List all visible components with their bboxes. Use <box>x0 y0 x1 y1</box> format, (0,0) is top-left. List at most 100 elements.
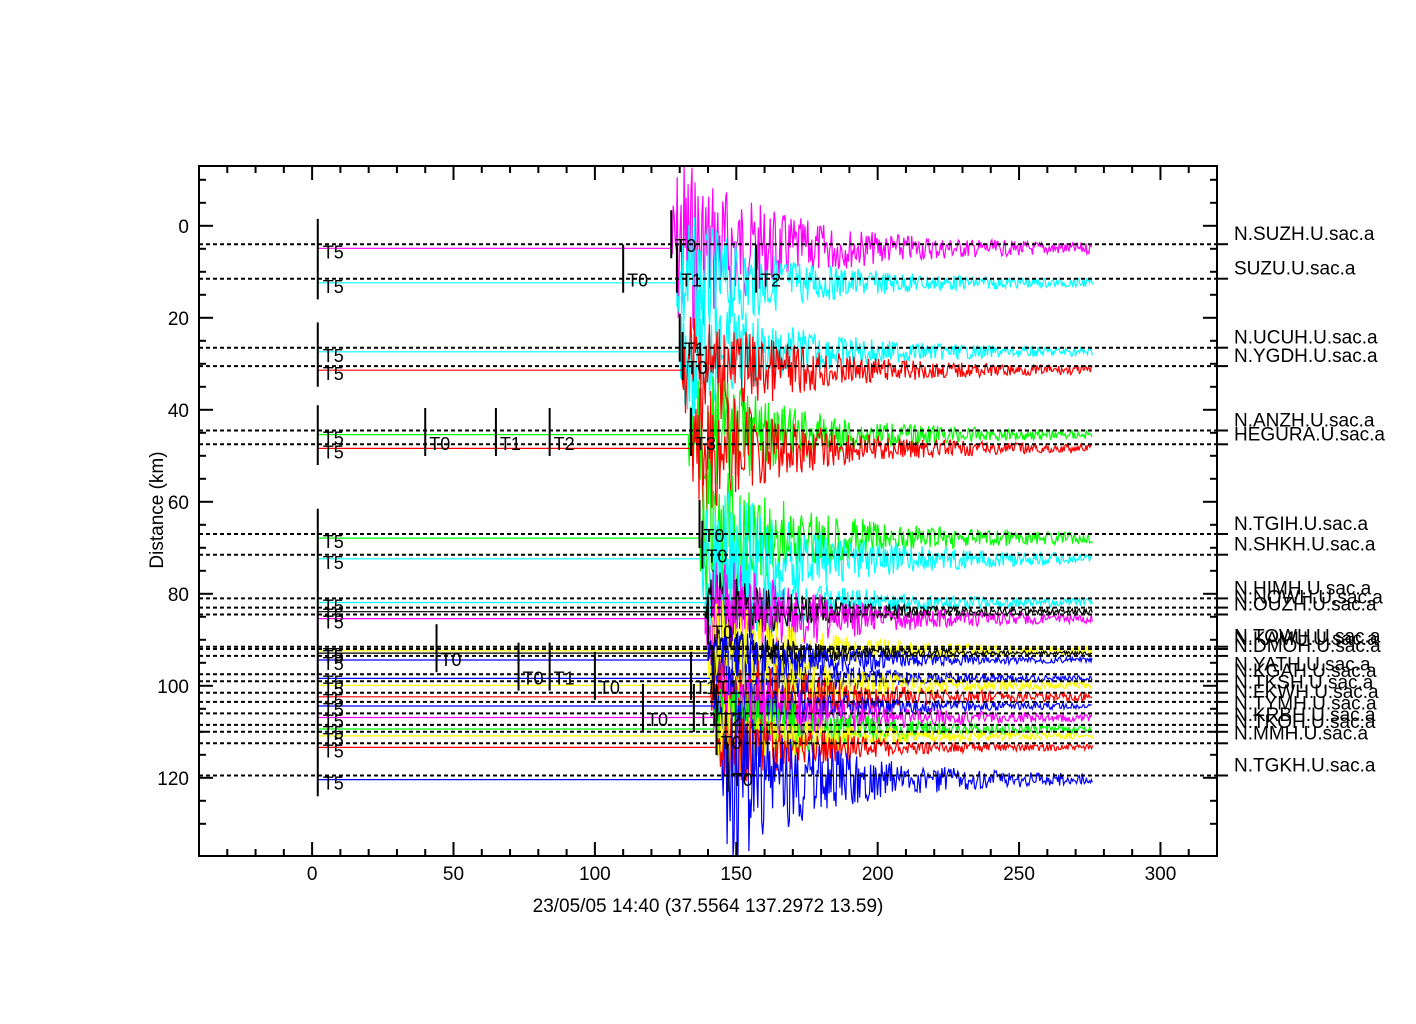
origin-pick-label: T5 <box>323 741 344 761</box>
x-axis-title: 23/05/05 14:40 (37.5564 137.2972 13.59) <box>533 896 884 917</box>
station-label: N.UCUH.U.sac.a <box>1234 328 1378 349</box>
station-label: N.TKOH.U.sac.a <box>1234 712 1376 733</box>
phase-pick-label: T1 <box>718 678 739 698</box>
station-label: N.TOWH.U.sac.a <box>1234 627 1381 648</box>
x-tick-label: 300 <box>1145 864 1177 885</box>
waveform-trace <box>317 491 1093 639</box>
station-label: N.KRBH.U.sac.a <box>1234 705 1376 726</box>
station-label: N.MMH.U.sac.a <box>1234 723 1369 744</box>
waveform-trace <box>317 217 1094 346</box>
station-label: N.NOWH.U.sac.a <box>1234 588 1383 609</box>
origin-pick-label: T5 <box>323 606 344 626</box>
phase-pick-label: T0 <box>704 526 725 546</box>
origin-pick-label: T5 <box>323 700 344 720</box>
origin-pick-label: T5 <box>323 774 344 794</box>
y-axis-title: Distance (km) <box>147 451 168 568</box>
station-label: N.ANZH.U.sac.a <box>1234 411 1375 432</box>
station-label: N.OUZH.U.sac.a <box>1234 595 1377 616</box>
station-label: HEGURA.U.sac.a <box>1234 424 1385 445</box>
station-label: N.HIMH.U.sac.a <box>1234 578 1372 599</box>
x-tick-label: 150 <box>720 864 752 885</box>
phase-pick-label: T1 <box>698 710 719 730</box>
waveform-trace <box>317 629 1093 678</box>
origin-pick-label: T5 <box>323 346 344 366</box>
axes-layer: 0 50 100 150 200 250 300 0 20 40 60 80 100 120 <box>157 166 1228 885</box>
station-label: N.TGIH.U.sac.a <box>1234 514 1369 535</box>
station-label: N.YGDH.U.sac.a <box>1234 346 1378 367</box>
phase-pick-label: T0 <box>429 434 450 454</box>
phase-pick-label: T0 <box>732 770 753 790</box>
phase-pick-label: T0 <box>675 236 696 256</box>
waveform-trace <box>317 695 1094 774</box>
x-tick-label: 0 <box>307 864 318 885</box>
phase-pick-label: T1 <box>681 271 702 291</box>
station-label: N.FKWH.U.sac.a <box>1234 682 1379 703</box>
origin-pick-label: T5 <box>323 553 344 573</box>
traces-layer <box>317 165 1094 857</box>
phase-pick-label: T0 <box>720 733 741 753</box>
phase-pick-label: T0 <box>599 678 620 698</box>
station-label: N.TGKH.U.sac.a <box>1234 756 1376 777</box>
phase-pick-label: T0 <box>706 547 727 567</box>
phase-pick-label: T3 <box>695 434 716 454</box>
y-tick-label: 20 <box>168 309 189 330</box>
phase-pick-label: T0 <box>647 710 668 730</box>
y-tick-label: 120 <box>157 769 189 790</box>
phase-pick-label: T1 <box>684 340 705 360</box>
x-tick-label: 200 <box>862 864 894 885</box>
origin-pick-label: T5 <box>323 429 344 449</box>
origin-pick-label: T5 <box>323 712 344 732</box>
picks-layer: T5T5T5T5T5T5T5T5T5T5T5T5T5T5T5T5T5T5T5T5… <box>316 210 781 797</box>
phase-pick-label: T0 <box>687 358 708 378</box>
phase-pick-label: T0 <box>441 650 462 670</box>
origin-pick-label: T5 <box>323 442 344 462</box>
origin-pick-label: T5 <box>323 277 344 297</box>
phase-pick-label: T2 <box>554 434 575 454</box>
y-tick-label: 40 <box>168 401 189 422</box>
y-tick-label: 60 <box>168 493 189 514</box>
x-tick-label: 50 <box>443 864 464 885</box>
origin-pick-label: T5 <box>323 730 344 750</box>
y-tick-label: 100 <box>157 677 189 698</box>
phase-pick-label: T2 <box>760 271 781 291</box>
origin-pick-label: T5 <box>323 532 344 552</box>
origin-pick-label: T5 <box>323 723 344 743</box>
origin-pick-label: T5 <box>323 647 344 667</box>
phase-pick-label: T2 <box>720 710 741 730</box>
origin-pick-label: T5 <box>323 613 344 633</box>
x-tick-label: 250 <box>1003 864 1035 885</box>
waveform-trace <box>317 710 1094 782</box>
origin-pick-label: T5 <box>323 364 344 384</box>
baselines-layer <box>199 243 1217 777</box>
phase-pick-label: T0 <box>523 669 544 689</box>
origin-pick-label: T5 <box>323 645 344 665</box>
waveform-trace <box>317 376 1093 485</box>
waveform-trace <box>317 569 1093 654</box>
station-label: SUZU.U.sac.a <box>1234 259 1356 280</box>
origin-pick-label: T5 <box>323 679 344 699</box>
waveform-trace <box>317 697 1093 857</box>
station-labels-layer: N.SUZH.U.sac.a SUZU.U.sac.a N.UCUH.U.sac.a… <box>1234 224 1385 776</box>
station-label: N.DMOH.U.sac.a <box>1234 636 1381 657</box>
origin-pick-label: T5 <box>323 597 344 617</box>
waveform-trace <box>317 388 1093 514</box>
phase-pick-label: T0 <box>712 623 733 643</box>
y-tick-label: 0 <box>178 217 189 238</box>
station-label: N.KGAH.U.sac.a <box>1234 661 1377 682</box>
station-label: N.SHKH.U.sac.a <box>1234 535 1376 556</box>
station-label: N.SUZH.U.sac.a <box>1234 224 1375 245</box>
phase-pick-label: T1 <box>500 434 521 454</box>
phase-pick-label: T1 <box>554 669 575 689</box>
origin-pick-label: T5 <box>323 691 344 711</box>
waveform-trace <box>317 165 1093 331</box>
phase-pick-label: T1 <box>695 678 716 698</box>
origin-pick-label: T5 <box>323 672 344 692</box>
station-label: N.KAMU.U.sac.a <box>1234 629 1378 650</box>
y-tick-label: 80 <box>168 585 189 606</box>
station-label: N.TYMH.U.sac.a <box>1234 693 1377 714</box>
waveform-trace <box>317 317 1093 435</box>
station-label: N.TKSH.U.sac.a <box>1234 673 1374 694</box>
x-tick-label: 100 <box>579 864 611 885</box>
station-label: N.YATH.U.sac.a <box>1234 654 1371 675</box>
